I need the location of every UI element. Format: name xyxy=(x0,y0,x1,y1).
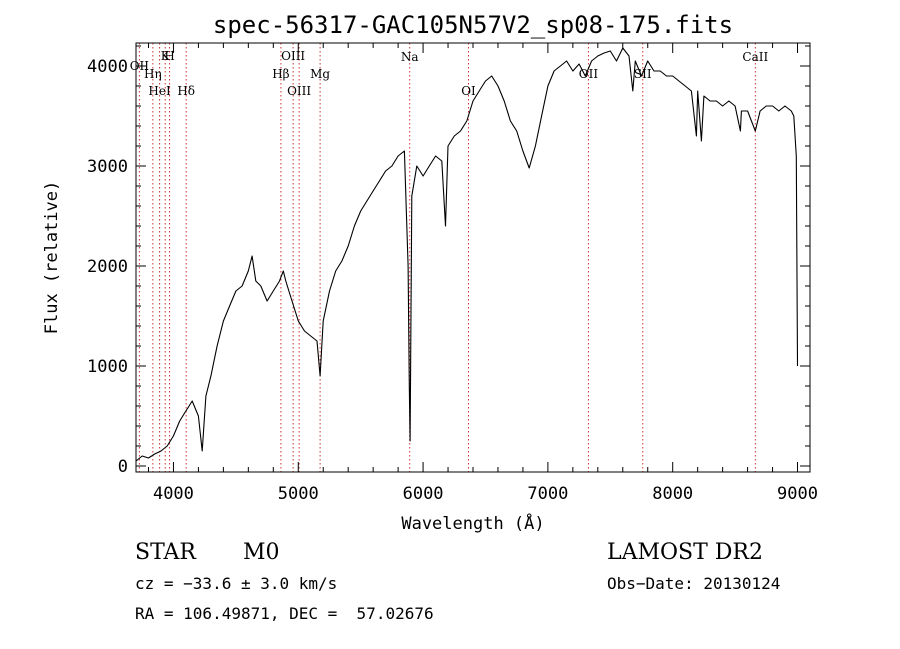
x-tick-label: 6000 xyxy=(403,484,444,504)
line-label-13: SII xyxy=(634,67,652,81)
object-subclass: M0 xyxy=(243,540,280,565)
line-label-9: Mg xyxy=(310,67,330,81)
y-tick-label: 1000 xyxy=(87,357,128,377)
line-label-4: H xyxy=(164,49,174,63)
x-tick-label: 8000 xyxy=(652,484,693,504)
line-label-6: Hβ xyxy=(272,67,289,81)
line-label-0: OII xyxy=(130,59,150,73)
y-tick-label: 4000 xyxy=(87,57,128,77)
x-tick-label: 4000 xyxy=(153,484,194,504)
x-axis-label: Wavelength (Å) xyxy=(401,512,544,534)
chart-title: spec-56317-GAC105N57V2_sp08-175.fits xyxy=(213,11,733,39)
coordinates-text: RA = 106.49871, DEC = 57.02676 xyxy=(135,604,434,623)
plot-frame xyxy=(135,42,811,473)
line-label-12: OII xyxy=(579,67,599,81)
line-label-14: CaII xyxy=(742,50,768,64)
line-label-2: HeI xyxy=(148,84,171,98)
spectrum-line xyxy=(135,47,799,462)
y-tick-label: 3000 xyxy=(87,157,128,177)
survey-label: LAMOST DR2 xyxy=(607,540,763,565)
object-class: STAR xyxy=(135,540,196,565)
line-label-11: OI xyxy=(461,84,476,98)
line-label-1: Hη xyxy=(144,67,162,81)
x-tick-label: 9000 xyxy=(777,484,818,504)
y-tick-label: 0 xyxy=(118,457,128,477)
line-label-5: Hδ xyxy=(177,84,195,98)
spectrum-chart: spec-56317-GAC105N57V2_sp08-175.fits OII… xyxy=(42,11,818,534)
y-tick-label: 2000 xyxy=(87,257,128,277)
line-label-3: K xyxy=(161,49,171,63)
obs-date-text: Obs−Date: 20130124 xyxy=(607,574,781,593)
x-tick-label: 5000 xyxy=(278,484,319,504)
line-label-10: Na xyxy=(401,50,419,64)
redshift-text: cz = −33.6 ± 3.0 km/s xyxy=(135,574,338,593)
x-tick-label: 7000 xyxy=(527,484,568,504)
line-label-8: OIII xyxy=(287,84,311,98)
y-axis-label: Flux (relative) xyxy=(42,181,62,335)
line-label-7: OIII xyxy=(281,49,305,63)
